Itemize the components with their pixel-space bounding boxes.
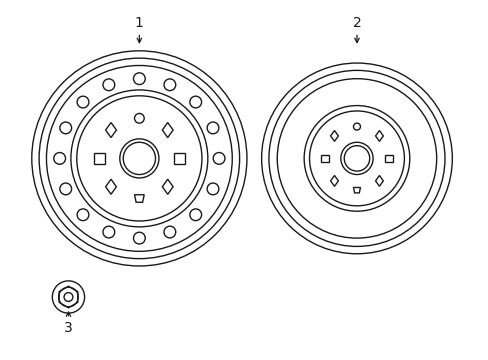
Text: 3: 3: [64, 321, 73, 334]
Text: 1: 1: [135, 17, 143, 30]
Text: 2: 2: [352, 17, 361, 30]
